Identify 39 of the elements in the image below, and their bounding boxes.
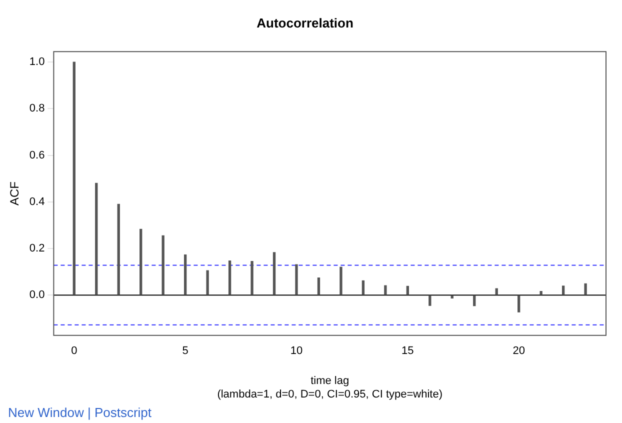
bar (562, 286, 565, 295)
y-tick-label: 0.0 (29, 289, 45, 302)
bar (473, 295, 476, 306)
bar (272, 252, 276, 295)
x-tick-label: 20 (512, 345, 525, 358)
y-axis-title: ACF (8, 182, 22, 206)
y-tick-label: 0.4 (29, 196, 45, 208)
bar (317, 278, 320, 295)
x-tick-label: 0 (71, 345, 78, 358)
bar (362, 280, 365, 295)
y-tick-label: 0.8 (29, 102, 45, 115)
bar (295, 264, 298, 295)
bar (518, 295, 520, 312)
bar (406, 286, 409, 295)
bar (162, 235, 164, 295)
text: New Window | Postscript (8, 405, 152, 421)
bar (584, 283, 587, 295)
text: (lambda=1, d=0, D=0, CI=0.95, CI type=white) (217, 388, 443, 400)
bar (95, 182, 98, 295)
bar (72, 62, 76, 295)
bar (140, 228, 142, 295)
x-tick-label: 5 (182, 345, 188, 358)
x-tick-label: 10 (290, 345, 303, 358)
bar (228, 260, 232, 295)
x-axis-title: time lag (310, 375, 350, 388)
bar (340, 266, 342, 295)
bar (250, 260, 254, 295)
bar (184, 254, 187, 295)
bar (540, 291, 542, 295)
bar (206, 270, 209, 295)
chart-title: Autocorrelation (256, 15, 354, 30)
y-tick-label: 1.0 (29, 56, 45, 68)
y-tick-label: 0.2 (29, 242, 45, 255)
bar (117, 204, 120, 295)
y-tick-label: 0.6 (29, 149, 45, 162)
bar (384, 285, 387, 295)
bar (495, 288, 498, 295)
bar (428, 295, 432, 306)
x-tick-label: 15 (402, 345, 414, 358)
